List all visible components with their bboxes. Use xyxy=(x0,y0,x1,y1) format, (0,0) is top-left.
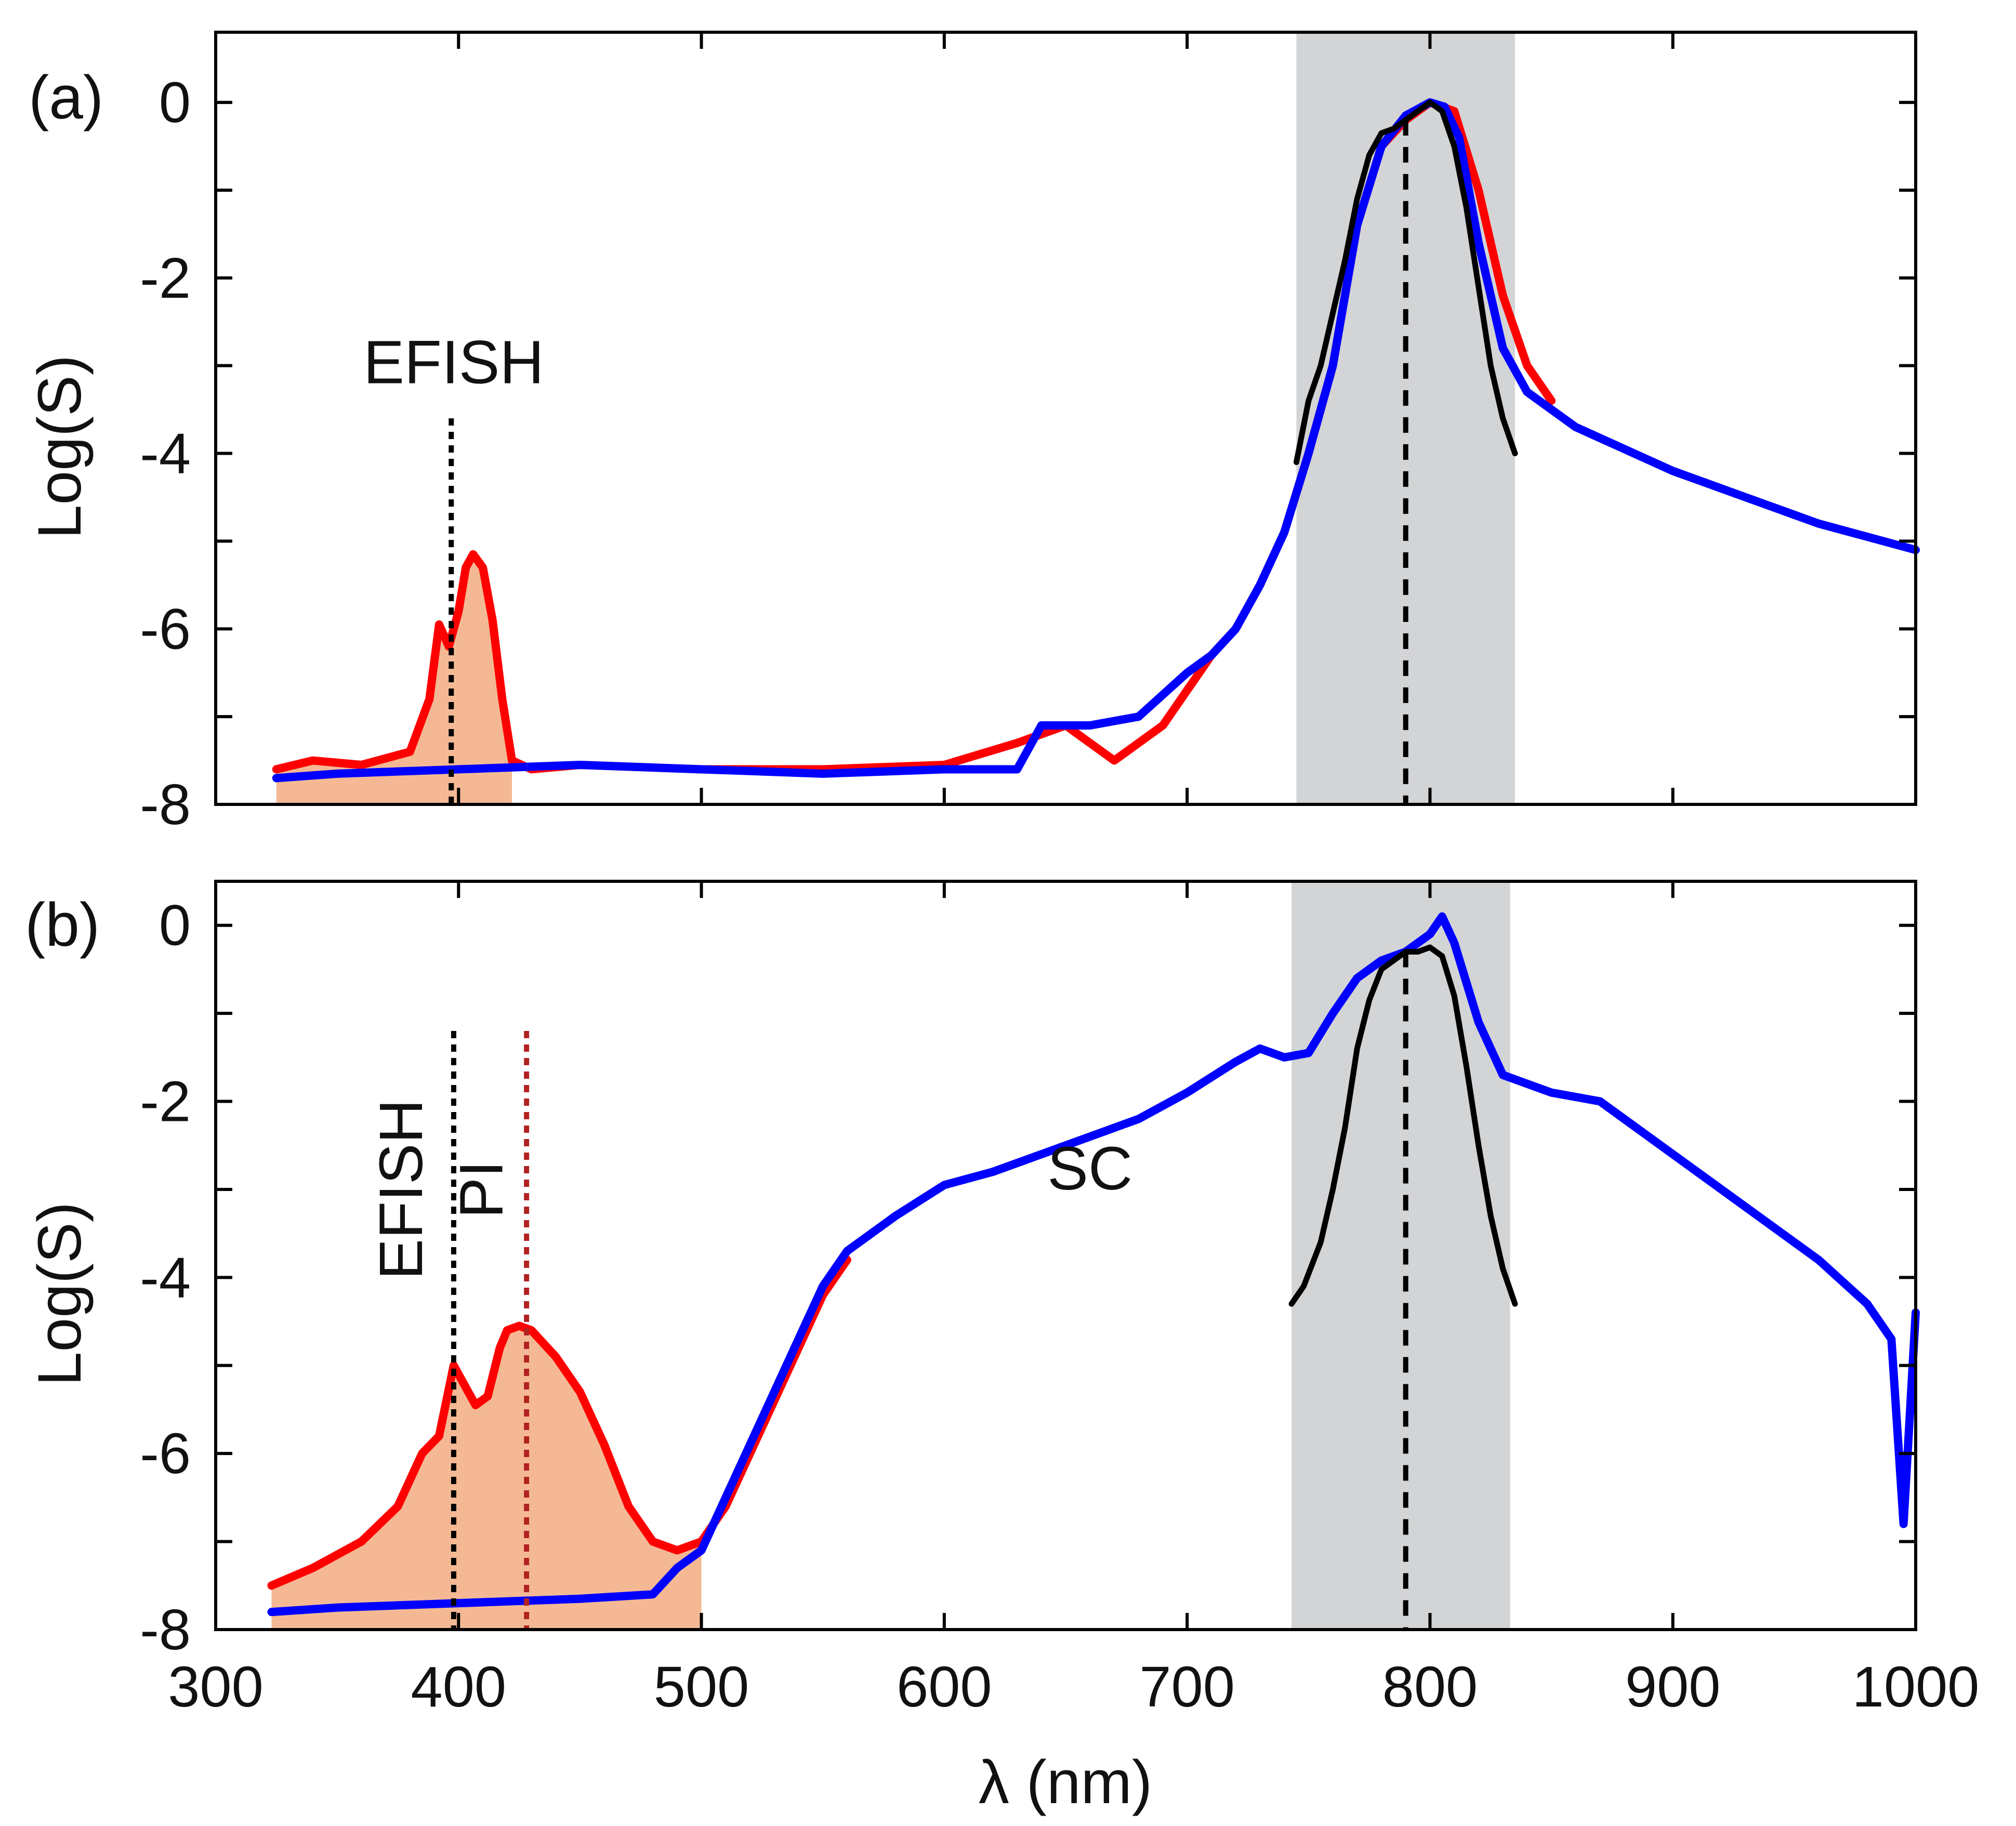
x-tick-label: 300 xyxy=(168,1655,263,1719)
panel-a-y-tick-label: -4 xyxy=(140,422,191,486)
x-tick-label: 700 xyxy=(1139,1655,1235,1719)
panel-b: (b) Log(S) λ (nm) 300 400 500 600 700 800 900 1… xyxy=(25,880,1980,1817)
panel-b-series-blue xyxy=(267,912,1920,1617)
panel-b-y-tick-label: -4 xyxy=(140,1246,191,1309)
panel-b-y-axis-title: Log(S) xyxy=(25,1202,94,1386)
panel-a: (a) Log(S) 0 -2 -4 -6 -8 EFISH xyxy=(25,31,1920,837)
panel-b-y-tick-label: -8 xyxy=(140,1598,191,1662)
panel-a-frame xyxy=(214,31,1917,806)
panel-a-series-blue xyxy=(272,98,1920,783)
x-tick-label: 400 xyxy=(411,1655,507,1719)
panel-a-label: (a) xyxy=(29,63,103,132)
panel-b-y-tick-label: 0 xyxy=(159,894,191,958)
panel-a-red-fill xyxy=(276,554,512,804)
panel-b-y-tick-label: -2 xyxy=(140,1070,191,1134)
x-axis-title: λ (nm) xyxy=(979,1748,1152,1817)
panel-b-frame xyxy=(214,880,1917,1631)
x-tick-label: 900 xyxy=(1625,1655,1721,1719)
panel-a-y-tick-label: 0 xyxy=(159,71,191,135)
panel-a-y-tick-label: -6 xyxy=(140,597,191,661)
panel-a-y-axis-title: Log(S) xyxy=(25,355,94,539)
x-tick-label: 1000 xyxy=(1852,1655,1980,1719)
panel-a-annotation-efish: EFISH xyxy=(363,328,544,396)
panel-b-annotation-pi: PI xyxy=(447,1160,516,1219)
x-tick-label: 800 xyxy=(1382,1655,1478,1719)
panel-a-y-tick-label: -8 xyxy=(140,773,191,837)
panel-b-pump-band xyxy=(1292,881,1510,1630)
panel-b-label: (b) xyxy=(25,891,100,959)
panel-b-annotation-efish: EFISH xyxy=(367,1099,436,1280)
x-tick-label: 600 xyxy=(897,1655,992,1719)
panel-a-y-tick-label: -2 xyxy=(140,246,191,310)
panel-b-red-fill xyxy=(271,1326,702,1630)
panel-b-annotation-sc: SC xyxy=(1047,1134,1132,1203)
panel-b-y-tick-label: -6 xyxy=(140,1422,191,1486)
x-tick-label: 500 xyxy=(654,1655,749,1719)
